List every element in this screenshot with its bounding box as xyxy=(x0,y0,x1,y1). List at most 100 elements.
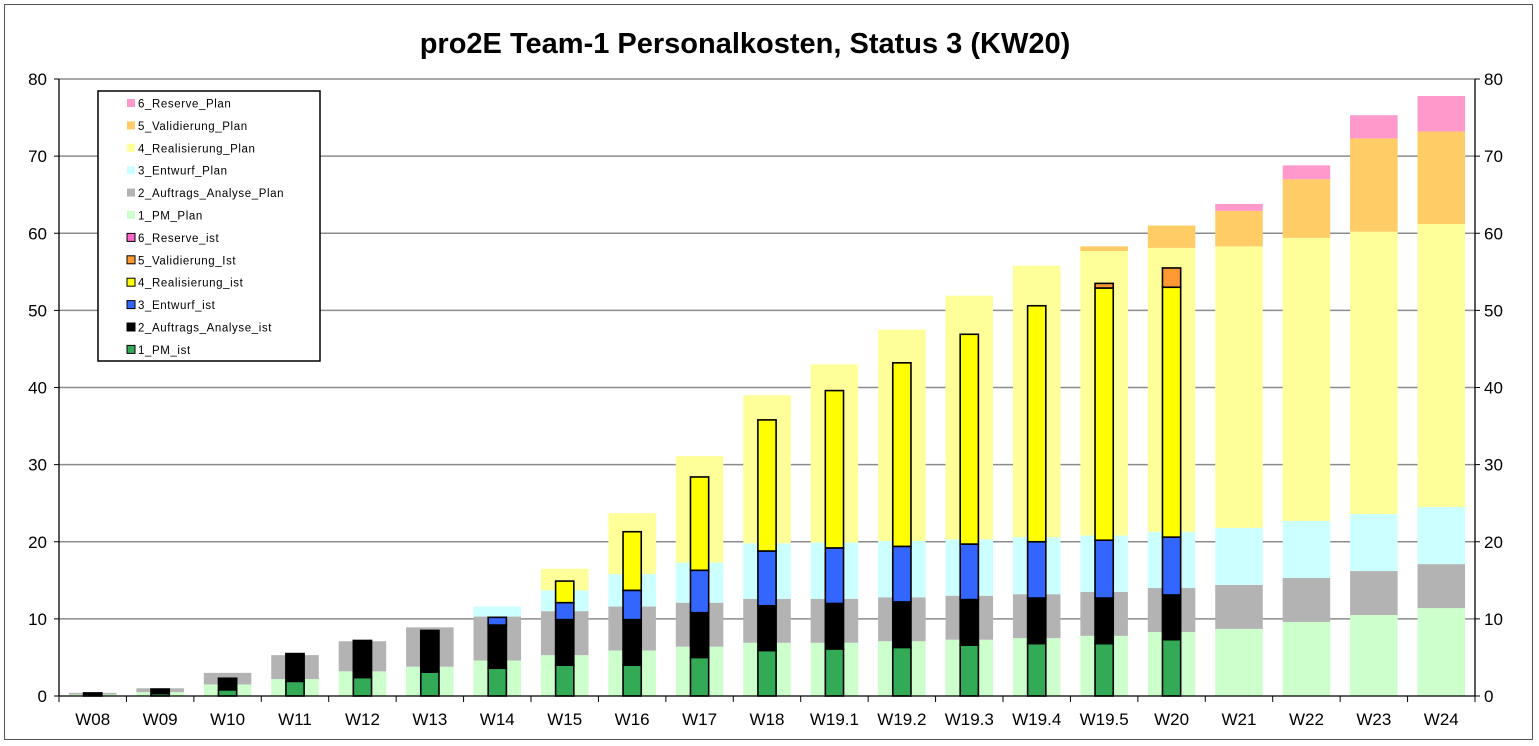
bar-plan-5_Validierung_Plan xyxy=(1350,138,1398,232)
legend-label: 2_Auftrags_Analyse_Plan xyxy=(138,188,284,200)
bar-plan-5_Validierung_Plan xyxy=(1147,225,1196,248)
bar-plan-1_PM_Plan xyxy=(1350,615,1398,696)
bar-actual-2_Auftrags_Analyse_ist xyxy=(150,688,171,695)
bar-plan-6_Reserve_Plan xyxy=(1417,95,1466,132)
legend-label: 3_Entwurf_ist xyxy=(138,300,216,312)
x-tick-label: W10 xyxy=(210,710,245,729)
bar-actual-1_PM_ist xyxy=(824,648,845,697)
legend-label: 1_PM_ist xyxy=(138,345,191,357)
bar-plan-5_Validierung_Plan xyxy=(1282,179,1331,238)
x-tick-label: W20 xyxy=(1154,710,1189,729)
legend-swatch xyxy=(127,166,135,175)
bar-plan-1_PM_Plan xyxy=(1215,628,1263,696)
y-tick-label-right: 20 xyxy=(1484,533,1503,552)
x-tick-label: W19.1 xyxy=(810,710,859,729)
y-tick-label-left: 0 xyxy=(38,687,47,706)
bar-actual-3_Entwurf_ist xyxy=(1026,540,1047,599)
legend-swatch xyxy=(127,99,135,107)
bar-plan-2_Auftrags_Analyse_Plan xyxy=(1350,571,1398,616)
bar-actual-2_Auftrags_Analyse_ist xyxy=(959,598,980,646)
legend-label: 4_Realisierung_Plan xyxy=(138,143,256,155)
x-tick-label: W08 xyxy=(75,710,110,729)
bar-actual-4_Realisierung_ist xyxy=(959,333,980,545)
legend-swatch xyxy=(126,232,136,242)
bar-actual-4_Realisierung_ist xyxy=(1026,304,1047,543)
bar-actual-1_PM_ist xyxy=(1161,638,1182,697)
bar-actual-3_Entwurf_ist xyxy=(554,601,575,621)
x-tick-label: W18 xyxy=(750,710,785,729)
y-tick-label-right: 10 xyxy=(1484,610,1503,629)
bar-actual-1_PM_ist xyxy=(419,671,440,697)
bar-actual-2_Auftrags_Analyse_ist xyxy=(689,611,710,659)
bar-plan-6_Reserve_Plan xyxy=(1350,115,1398,139)
bar-actual-3_Entwurf_ist xyxy=(487,616,508,626)
bar-actual-5_Validierung_Ist xyxy=(1161,267,1182,289)
y-tick-label-right: 80 xyxy=(1484,70,1503,89)
bar-actual-2_Auftrags_Analyse_ist xyxy=(891,601,912,649)
legend-label: 6_Reserve_ist xyxy=(138,233,220,245)
y-tick-label-left: 60 xyxy=(28,224,47,243)
legend-label: 4_Realisierung_ist xyxy=(138,278,244,290)
bar-actual-4_Realisierung_ist xyxy=(757,419,777,552)
y-tick-label-right: 60 xyxy=(1484,224,1503,243)
y-tick-label-right: 50 xyxy=(1484,301,1503,320)
x-tick-label: W12 xyxy=(345,710,380,729)
bar-plan-6_Reserve_Plan xyxy=(1215,203,1263,211)
bar-actual-3_Entwurf_ist xyxy=(1161,536,1182,596)
bar-actual-1_PM_ist xyxy=(689,656,710,697)
bar-actual-2_Auftrags_Analyse_ist xyxy=(622,618,643,666)
legend-swatch xyxy=(126,255,136,265)
x-tick-label: W14 xyxy=(480,710,515,729)
legend-swatch xyxy=(126,344,136,354)
bar-plan-2_Auftrags_Analyse_Plan xyxy=(1282,577,1331,622)
bar-actual-1_PM_ist xyxy=(891,646,912,697)
bar-actual-2_Auftrags_Analyse_ist xyxy=(1161,594,1182,641)
y-tick-label-left: 80 xyxy=(28,70,47,89)
bar-actual-2_Auftrags_Analyse_ist xyxy=(352,639,373,679)
bar-actual-2_Auftrags_Analyse_ist xyxy=(217,677,238,691)
legend-swatch xyxy=(127,121,135,130)
bar-plan-4_Realisierung_Plan xyxy=(540,568,589,591)
bar-actual-2_Auftrags_Analyse_ist xyxy=(554,618,575,666)
bar-actual-2_Auftrags_Analyse_ist xyxy=(757,604,777,652)
legend-swatch xyxy=(127,211,135,219)
bar-actual-2_Auftrags_Analyse_ist xyxy=(82,692,103,697)
legend-label: 1_PM_Plan xyxy=(138,211,203,223)
bar-actual-4_Realisierung_ist xyxy=(1161,286,1182,538)
bar-plan-3_Entwurf_Plan xyxy=(1215,527,1263,585)
x-tick-label: W11 xyxy=(278,710,312,729)
bar-actual-3_Entwurf_ist xyxy=(622,589,643,621)
x-tick-label: W15 xyxy=(547,710,582,729)
y-tick-label-left: 30 xyxy=(28,456,47,475)
bar-actual-4_Realisierung_ist xyxy=(891,362,912,548)
bar-plan-3_Entwurf_Plan xyxy=(1282,520,1331,578)
bar-plan-4_Realisierung_Plan xyxy=(1417,223,1466,508)
x-tick-label: W19.2 xyxy=(877,710,926,729)
bar-actual-4_Realisierung_ist xyxy=(554,580,575,604)
bar-actual-1_PM_ist xyxy=(285,680,305,697)
y-tick-label-right: 70 xyxy=(1484,147,1503,166)
chart-title: pro2E Team-1 Personalkosten, Status 3 (K… xyxy=(419,28,1071,60)
x-tick-label: W21 xyxy=(1222,710,1257,729)
legend-box xyxy=(97,90,321,362)
bar-actual-4_Realisierung_ist xyxy=(1094,287,1115,542)
bar-plan-4_Realisierung_Plan xyxy=(1350,231,1398,514)
legend-label: 2_Auftrags_Analyse_ist xyxy=(138,323,272,335)
bar-actual-5_Validierung_Ist xyxy=(1094,282,1115,289)
bar-plan-2_Auftrags_Analyse_Plan xyxy=(1215,584,1263,629)
legend-label: 6_Reserve_Plan xyxy=(138,99,231,111)
y-tick-label-left: 50 xyxy=(28,301,47,320)
legend-label: 3_Entwurf_Plan xyxy=(138,166,228,178)
x-tick-label: W19.3 xyxy=(945,710,994,729)
legend-swatch xyxy=(127,143,135,152)
x-tick-label: W23 xyxy=(1356,710,1391,729)
bar-actual-1_PM_ist xyxy=(1094,642,1115,697)
y-tick-label-right: 40 xyxy=(1484,379,1503,398)
x-tick-label: W19.4 xyxy=(1012,710,1061,729)
x-tick-label: W19.5 xyxy=(1080,710,1129,729)
bar-actual-3_Entwurf_ist xyxy=(1094,539,1115,599)
bar-actual-2_Auftrags_Analyse_ist xyxy=(1026,597,1047,645)
bar-actual-2_Auftrags_Analyse_ist xyxy=(487,624,508,670)
bar-plan-6_Reserve_Plan xyxy=(1282,165,1331,180)
